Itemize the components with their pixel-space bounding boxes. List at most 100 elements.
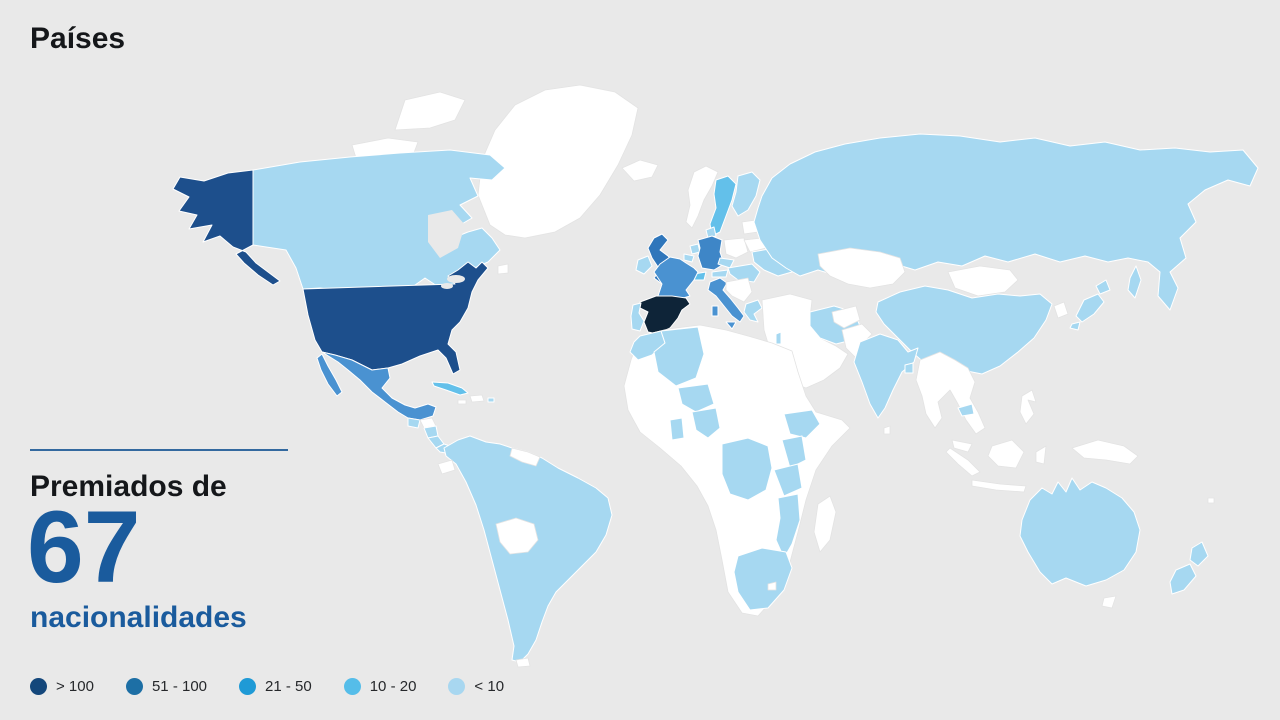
country-niger [677,383,715,413]
legend-label: 21 - 50 [265,678,312,695]
country-ecuador [437,459,456,475]
stat-label: nacionalidades [30,601,247,634]
arctic-islands [394,91,466,131]
country-austria [711,269,729,278]
country-japan-hokkaido [1095,279,1111,295]
country-greenland [477,84,639,239]
country-newfoundland [497,263,509,275]
country-indonesia-borneo [987,439,1025,469]
country-mexico-baja [316,353,343,397]
legend-label: 51 - 100 [151,678,208,695]
country-cambodia [957,403,975,417]
country-bangladesh [904,362,914,374]
country-germany [697,235,725,271]
country-south-africa [733,547,793,611]
region-europe [621,159,801,335]
region-asia [753,133,1259,493]
legend-label: 10 - 20 [369,678,417,695]
country-cuba [431,381,469,396]
country-nigeria [691,407,721,439]
country-mozambique [775,493,801,559]
pacific-islands [1207,497,1215,504]
region-africa [623,324,851,617]
country-indonesia-sulawesi [1035,445,1047,465]
country-puerto-rico [487,397,495,403]
country-hispaniola [469,394,485,403]
country-philippines [1019,389,1037,425]
country-china [875,285,1053,377]
great-lakes [441,283,453,289]
stat-value: 67 [27,490,141,604]
page-title: Países [30,22,126,55]
country-algeria [653,326,705,387]
country-kazakhstan [817,247,906,289]
country-norway [685,165,719,229]
country-ethiopia [783,409,821,439]
legend-item-10-20: 10 - 20 [343,678,417,695]
region-oceania [1019,477,1215,609]
legend-swatch-51-100 [125,678,143,695]
legend-item-gt100: > 100 [30,678,94,695]
country-guatemala [407,417,421,429]
country-japan-honshu [1075,293,1105,323]
country-usa-alaska [172,169,281,286]
country-korea [1053,301,1069,319]
region-south-america [437,435,613,668]
country-tasmania [1101,595,1117,609]
country-australia [1019,477,1141,587]
legend-label: > 100 [56,678,94,695]
country-france [653,256,699,300]
country-finland [731,171,761,217]
country-bolivia [495,517,539,555]
country-hungary-romania [727,263,761,283]
country-madagascar [813,495,837,553]
region-north-america [172,84,639,455]
country-balkans [725,277,753,303]
country-mongolia [947,265,1019,297]
country-indonesia-sumatra [945,447,981,477]
country-portugal [630,302,645,332]
country-lesotho [767,581,777,591]
country-ireland [635,255,653,275]
hudson-bay [428,210,465,258]
map-legend: > 100 51 - 100 21 - 50 10 - 20 < 10 [30,678,504,695]
country-ghana [669,417,685,441]
country-belgium [683,253,695,263]
country-denmark [705,226,717,239]
country-israel [775,331,782,345]
country-kenya [781,435,807,469]
stat-intro: Premiados de [30,470,227,503]
country-new-zealand-south [1169,563,1197,595]
country-mexico [321,351,437,421]
country-sri-lanka [883,425,891,435]
legend-item-21-50: 21 - 50 [239,678,312,695]
country-dr-congo [721,437,773,501]
divider-line [30,449,288,451]
country-iceland [621,159,659,182]
country-tanzania [773,463,803,497]
country-italy-sicily [725,321,737,330]
country-afghanistan [831,305,861,329]
legend-swatch-21-50 [239,678,257,695]
legend-swatch-lt10 [448,678,466,695]
country-guyanas [509,447,541,467]
country-japan-kyushu [1069,321,1081,331]
country-italy-sardinia [711,305,719,317]
legend-swatch-gt100 [30,678,47,695]
country-spain [639,295,691,335]
country-new-guinea [1071,439,1139,465]
country-indonesia-java [971,479,1027,493]
legend-label: < 10 [474,678,505,695]
legend-item-51-100: 51 - 100 [125,678,208,695]
legend-swatch-10-20 [343,678,361,695]
country-malaysia [951,439,973,453]
country-india [853,333,919,419]
country-russia-sakhalin [1127,265,1142,299]
caspian-sea [822,284,838,312]
country-greece [743,299,763,323]
legend-item-lt10: < 10 [448,678,504,695]
tierra-del-fuego [515,657,531,668]
country-jamaica [457,399,467,405]
